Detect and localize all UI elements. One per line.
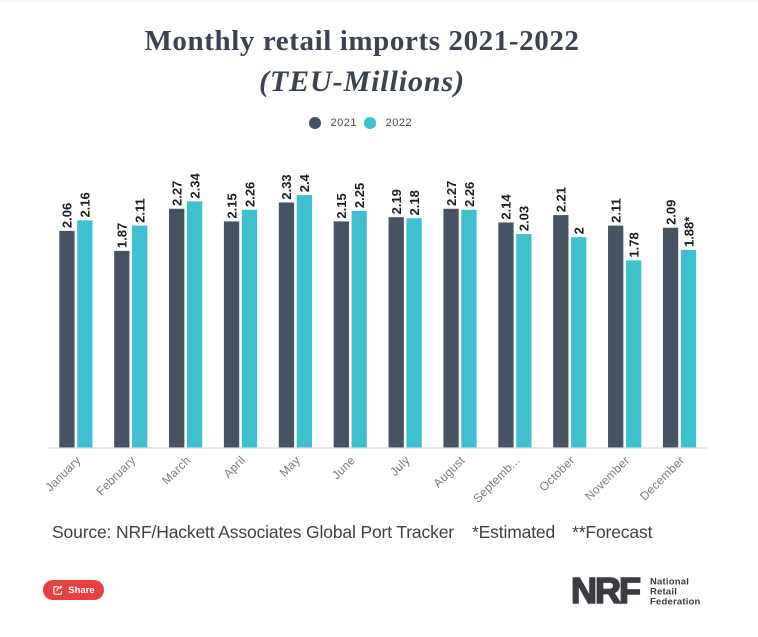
svg-text:2.21: 2.21 xyxy=(554,187,569,212)
svg-text:2.27: 2.27 xyxy=(444,181,459,206)
svg-text:2.03: 2.03 xyxy=(517,206,532,231)
svg-text:2: 2 xyxy=(572,227,587,234)
svg-text:1.88*: 1.88* xyxy=(681,216,696,247)
svg-text:2.06: 2.06 xyxy=(60,203,75,228)
svg-text:December: December xyxy=(637,453,687,503)
svg-text:August: August xyxy=(431,453,468,490)
svg-text:2.19: 2.19 xyxy=(389,189,404,214)
svg-text:2.25: 2.25 xyxy=(352,183,367,208)
svg-text:Federation: Federation xyxy=(650,596,701,607)
svg-text:March: March xyxy=(159,453,193,487)
svg-text:2.09: 2.09 xyxy=(663,200,678,225)
svg-text:Septemb...: Septemb... xyxy=(470,453,522,505)
svg-text:2.4: 2.4 xyxy=(297,173,312,192)
svg-text:October: October xyxy=(536,453,577,494)
svg-text:2.15: 2.15 xyxy=(224,193,239,218)
svg-text:1.78: 1.78 xyxy=(626,232,641,257)
svg-text:July: July xyxy=(387,453,413,479)
svg-text:2.33: 2.33 xyxy=(279,174,294,199)
svg-text:April: April xyxy=(221,453,249,481)
svg-text:2.15: 2.15 xyxy=(334,193,349,218)
svg-text:2.14: 2.14 xyxy=(499,194,514,220)
svg-text:2.27: 2.27 xyxy=(169,181,184,206)
svg-text:2.26: 2.26 xyxy=(462,182,477,207)
svg-text:2.34: 2.34 xyxy=(187,173,202,199)
svg-text:2.11: 2.11 xyxy=(133,198,148,223)
svg-text:2.16: 2.16 xyxy=(78,192,93,217)
svg-text:National: National xyxy=(650,576,689,587)
svg-text:May: May xyxy=(277,453,303,479)
svg-text:January: January xyxy=(42,453,83,494)
svg-text:2.26: 2.26 xyxy=(242,182,257,207)
svg-text:1.87: 1.87 xyxy=(115,223,130,248)
svg-text:February: February xyxy=(93,453,138,498)
svg-text:June: June xyxy=(329,453,358,482)
svg-text:NRF: NRF xyxy=(571,575,640,611)
svg-text:2.11: 2.11 xyxy=(608,198,623,223)
svg-text:November: November xyxy=(582,453,632,503)
svg-text:Retail: Retail xyxy=(650,586,677,597)
svg-text:2.18: 2.18 xyxy=(407,190,422,215)
